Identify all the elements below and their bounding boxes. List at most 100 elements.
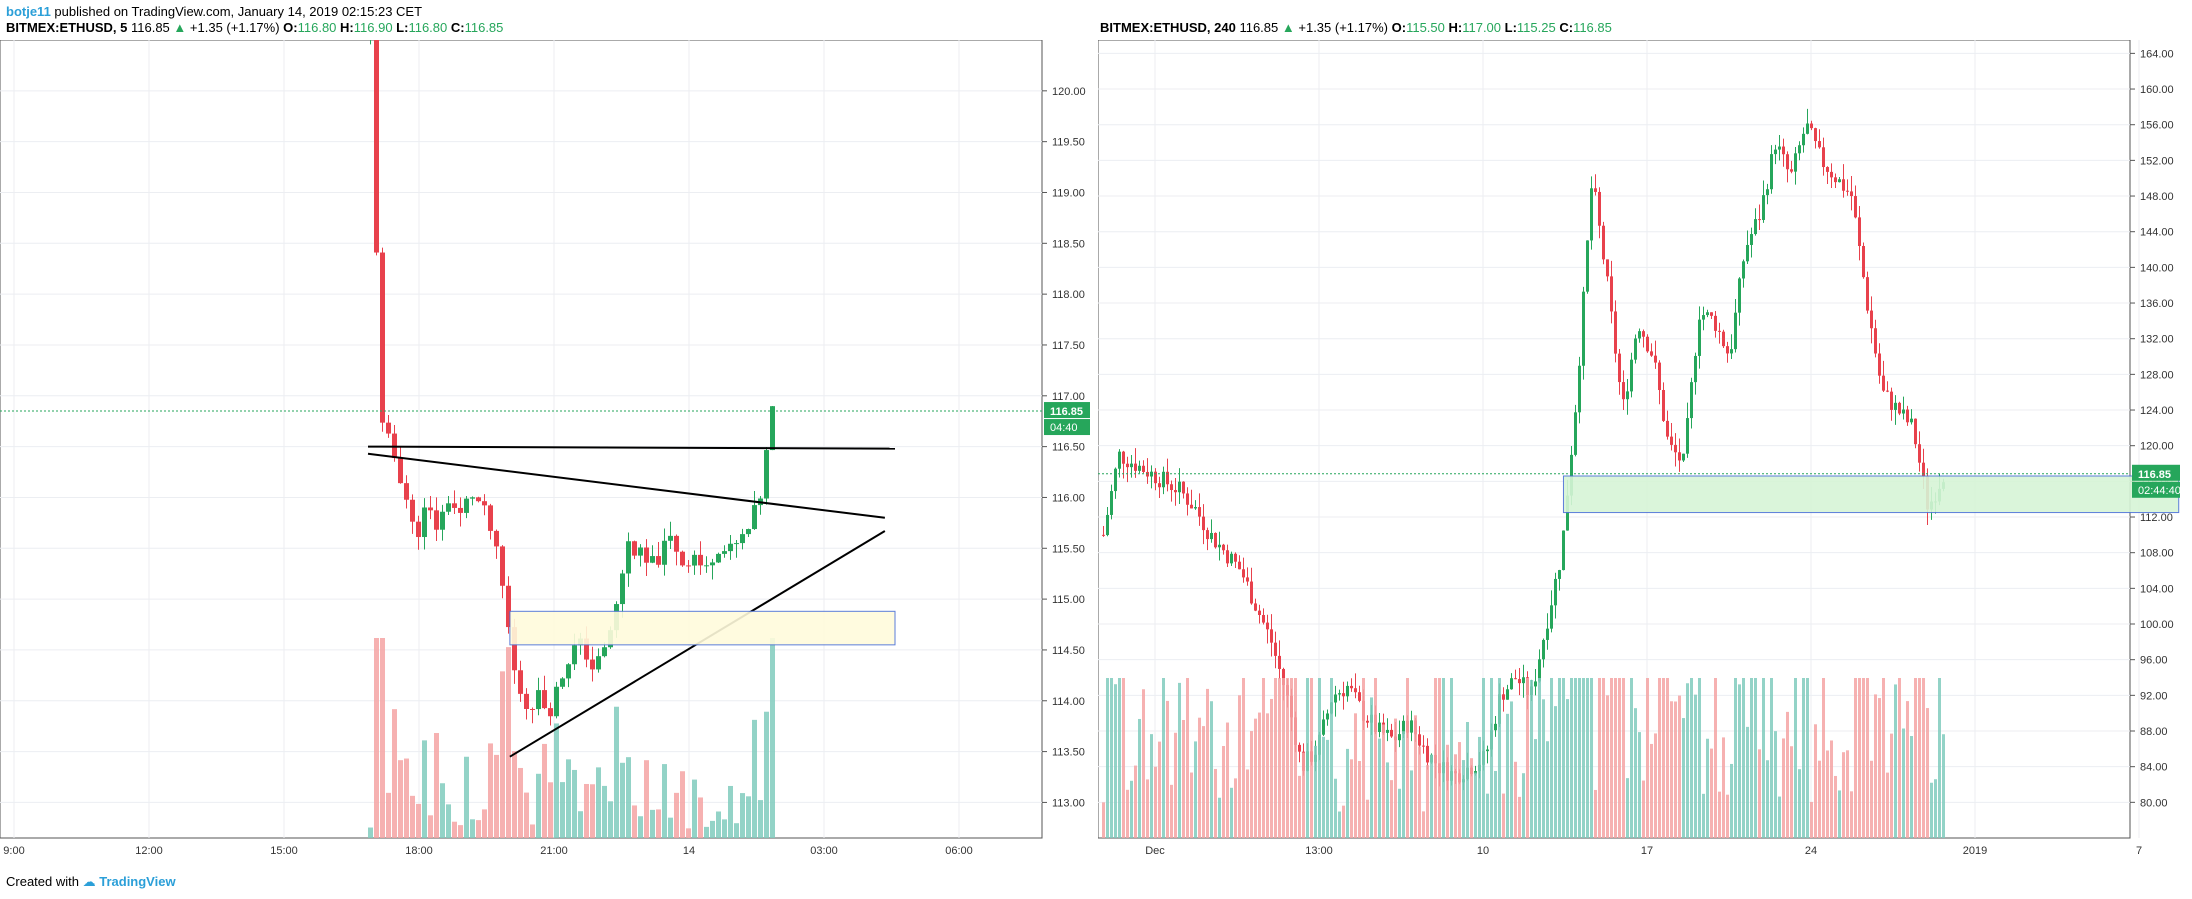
volume-bar xyxy=(1634,708,1637,838)
y-tick-label: 115.00 xyxy=(1052,594,1085,606)
y-tick-label: 116.50 xyxy=(1052,442,1085,454)
volume-bar xyxy=(1642,780,1645,838)
candle xyxy=(1866,277,1869,311)
candle xyxy=(1766,189,1769,196)
volume-bar xyxy=(1250,731,1253,838)
candle xyxy=(1254,603,1257,611)
candle xyxy=(722,551,727,554)
y-tick-label: 117.00 xyxy=(1052,391,1085,403)
candle xyxy=(1270,629,1273,643)
countdown-badge xyxy=(1044,419,1090,436)
volume-bar xyxy=(392,709,397,838)
volume-bar xyxy=(1910,736,1913,838)
candle xyxy=(1910,418,1913,423)
footer: Created with ☁ TradingView xyxy=(6,874,176,890)
candle xyxy=(1338,693,1341,695)
volume-bar xyxy=(542,743,547,838)
volume-bar xyxy=(1138,718,1141,838)
volume-bar xyxy=(758,800,763,838)
tradingview-link[interactable]: TradingView xyxy=(99,874,176,889)
volume-bar xyxy=(1294,678,1297,838)
volume-bar xyxy=(572,769,577,838)
volume-bar xyxy=(1434,678,1437,838)
volume-bar xyxy=(1902,728,1905,838)
volume-bar xyxy=(1322,736,1325,838)
candle xyxy=(1326,713,1329,720)
candle xyxy=(716,553,721,563)
candle xyxy=(1742,261,1745,279)
candle xyxy=(1882,375,1885,391)
volume-bar xyxy=(1610,678,1613,838)
candle xyxy=(1750,234,1753,245)
volume-bar xyxy=(1794,678,1797,838)
volume-bar xyxy=(1722,737,1725,838)
candle xyxy=(1206,530,1209,540)
volume-bar xyxy=(1570,678,1573,838)
candle xyxy=(1418,734,1421,746)
volume-bar xyxy=(1730,763,1733,838)
x-tick-label: 9:00 xyxy=(3,845,24,857)
candle xyxy=(1670,436,1673,445)
volume-bar xyxy=(1898,678,1901,838)
volume-bar xyxy=(1494,770,1497,838)
volume-bar xyxy=(1162,678,1165,838)
candle xyxy=(1322,719,1325,735)
volume-bar xyxy=(1878,698,1881,838)
volume-bar xyxy=(476,820,481,838)
x-tick-label: Dec xyxy=(1145,845,1165,857)
volume-bar xyxy=(656,809,661,838)
candle xyxy=(1542,639,1545,660)
volume-bar xyxy=(1870,760,1873,838)
volume-bar xyxy=(512,751,517,838)
candle xyxy=(1426,745,1429,763)
candle xyxy=(1710,312,1713,316)
volume-bar xyxy=(602,785,607,838)
volume-bar xyxy=(1386,762,1389,838)
candle xyxy=(1570,454,1573,496)
volume-bar xyxy=(1450,678,1453,838)
candle xyxy=(1126,463,1129,468)
volume-bar xyxy=(1482,678,1485,838)
volume-bar xyxy=(1362,678,1365,838)
volume-bar xyxy=(1486,793,1489,838)
y-tick-label: 108.00 xyxy=(2140,548,2174,560)
candle xyxy=(584,638,589,660)
candle xyxy=(512,627,517,671)
candle xyxy=(572,645,577,665)
volume-bar xyxy=(1630,678,1633,838)
candle xyxy=(752,505,757,530)
volume-bar xyxy=(1934,779,1937,838)
up-arrow-icon: ▲ xyxy=(1281,20,1295,35)
candle xyxy=(1790,169,1793,172)
open-value: 115.50 xyxy=(1406,20,1445,35)
volume-bar xyxy=(1302,752,1305,838)
last-price-badge xyxy=(1044,402,1090,419)
chart-240min[interactable]: 80.00 84.00 88.00 92.00 96.00 100.00 104.00 108… xyxy=(1098,40,2190,870)
close-value: 116.85 xyxy=(1573,20,1612,35)
candle xyxy=(668,535,673,541)
candle xyxy=(476,497,481,502)
candle xyxy=(1686,418,1689,454)
low-value: 116.80 xyxy=(408,20,448,35)
volume-bar xyxy=(1578,678,1581,838)
volume-bar xyxy=(1110,678,1113,838)
candle xyxy=(1874,328,1877,354)
volume-bar xyxy=(506,647,511,838)
volume-bar xyxy=(1790,746,1793,838)
y-tick-label: 96.00 xyxy=(2140,655,2168,667)
x-tick-label: 18:00 xyxy=(405,845,433,857)
candle xyxy=(1618,353,1621,383)
volume-bar xyxy=(1734,678,1737,838)
y-tick-label: 114.00 xyxy=(1052,696,1085,708)
volume-bar xyxy=(1134,765,1137,838)
y-tick-label: 92.00 xyxy=(2140,690,2168,702)
candle xyxy=(728,543,733,552)
candle xyxy=(404,483,409,500)
candle xyxy=(434,510,439,530)
chart-5min[interactable]: 113.00 113.50 114.00 114.50 115.00 115.50 116.… xyxy=(0,40,1090,870)
candle xyxy=(1106,514,1109,536)
candle xyxy=(1390,729,1393,737)
author-link[interactable]: botje11 xyxy=(6,4,51,19)
volume-bar xyxy=(1422,811,1425,838)
volume-bar xyxy=(1930,782,1933,838)
